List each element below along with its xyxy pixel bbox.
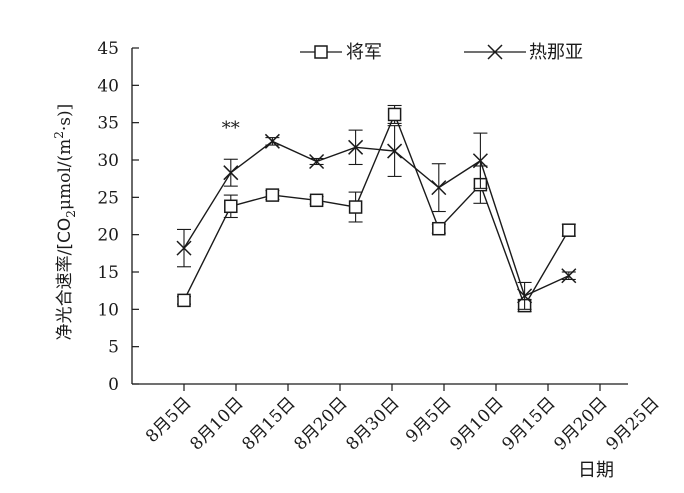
data-point-square [562,223,576,237]
x-tick-label: 9月15日 [498,393,559,454]
data-point-x [223,165,239,181]
legend-item-jiangjun: 将军 [300,42,382,63]
y-tick-label: 45 [97,39,119,59]
data-point-x [472,153,488,169]
y-tick-label: 5 [108,338,119,358]
legend: 将军 热那亚 [300,42,583,63]
legend-item-genova: 热那亚 [464,42,583,63]
y-tick-label: 40 [97,76,119,96]
data-point-square [348,200,363,214]
data-point-x [431,180,447,196]
data-point-x [561,268,577,284]
data-point-x [176,240,192,256]
y-tick-label: 35 [97,114,119,134]
legend-x-marker [487,44,503,60]
legend-square-marker [314,45,328,59]
series-layer [176,104,577,313]
data-point-x [264,133,280,149]
significance-annotation: ** [222,118,240,139]
data-point-x [309,153,325,170]
x-tick-label: 9月25日 [602,393,663,454]
y-axis-label: 净光合速率/[CO2μmol/(m2·s)] [52,104,78,341]
data-point-x [517,288,533,304]
data-point-square [265,188,280,202]
x-tick-label: 9月20日 [550,393,611,454]
legend-label-jiangjun: 将军 [346,42,382,63]
data-point-x [387,143,403,159]
annotations: ** [222,118,240,139]
series-line [183,140,570,297]
data-point-square [387,107,402,122]
x-tick-label: 8月20日 [290,393,351,454]
data-point-square [309,193,324,208]
x-tick-label: 8月10日 [186,393,247,454]
x-tick-label: 9月10日 [446,393,507,454]
y-tick-label: 0 [108,375,119,395]
data-point-square [224,199,238,214]
legend-label-genova: 热那亚 [529,42,583,63]
x-tick-label: 8月30日 [342,393,403,454]
y-tick-label: 10 [97,300,119,320]
series-genova [176,125,577,310]
y-tick-label: 25 [97,188,119,208]
x-axis-label: 日期 [578,460,614,481]
x-tick-label: 8月15日 [238,393,299,454]
y-tick-label: 15 [97,263,119,283]
y-tick-label: 30 [97,151,119,171]
y-tick-label: 20 [97,226,119,246]
series-line [183,112,570,308]
data-point-square [177,293,191,308]
data-point-x [348,139,364,155]
data-point-square [432,221,446,236]
